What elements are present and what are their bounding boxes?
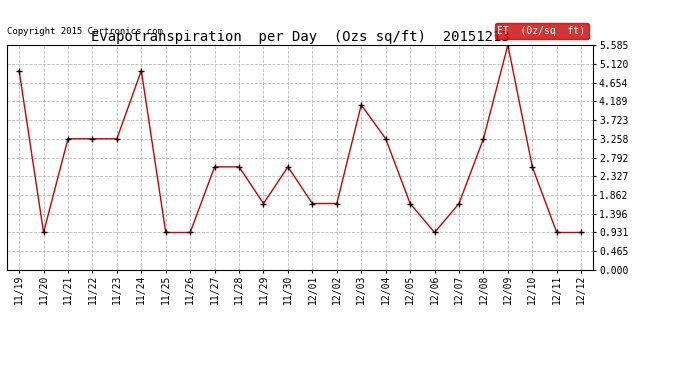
Text: Copyright 2015 Cartronics.com: Copyright 2015 Cartronics.com	[7, 27, 163, 36]
Legend: ET  (0z/sq  ft): ET (0z/sq ft)	[495, 23, 589, 39]
Title: Evapotranspiration  per Day  (Ozs sq/ft)  20151213: Evapotranspiration per Day (Ozs sq/ft) 2…	[91, 30, 509, 44]
